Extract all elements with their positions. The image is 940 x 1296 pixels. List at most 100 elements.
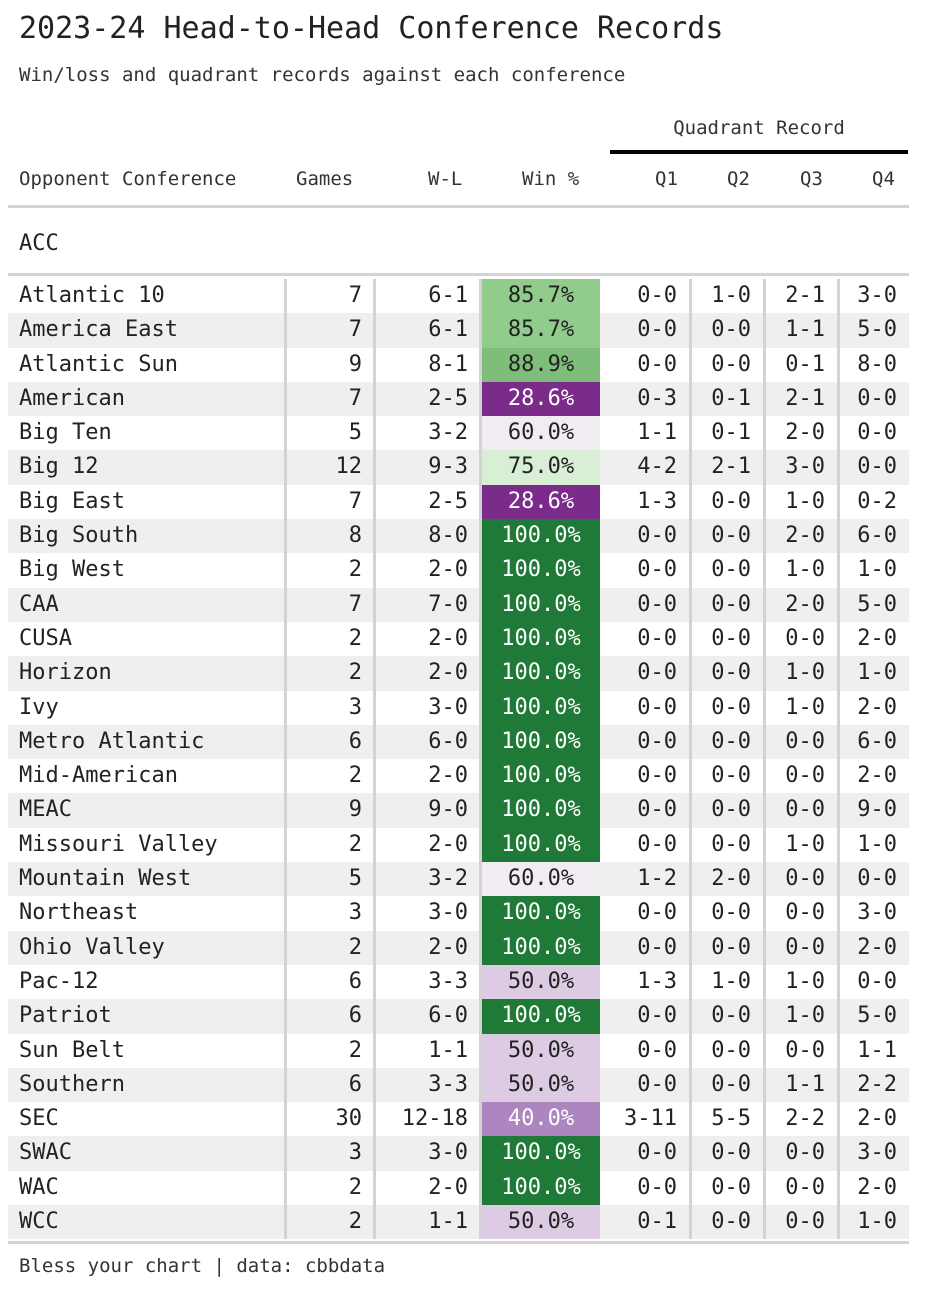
q1-cell: 3-11 [624, 1106, 677, 1132]
win-pct-cell: 100.0% [479, 759, 600, 794]
q2-cell: 0-0 [689, 519, 763, 554]
q1-cell: 0-0 [637, 1003, 677, 1029]
q2-cell: 0-0 [689, 896, 763, 931]
conference-table-body: Atlantic 10 7 6-1 85.7% 0-0 1-0 2-1 3-0 America … [8, 279, 909, 1240]
q1-cell: 0-0 [637, 1140, 677, 1166]
conference-name-cell: Sun Belt [19, 1037, 125, 1063]
wl-cell: 3-0 [373, 896, 479, 931]
wl-cell: 2-0 [373, 827, 479, 863]
wl-cell: 7-0 [373, 587, 479, 622]
q3-cell: 0-0 [763, 621, 837, 657]
q3-cell: 0-0 [763, 1170, 837, 1206]
q2-cell: 0-0 [689, 587, 763, 622]
q2-cell: 1-0 [689, 279, 763, 314]
win-pct-cell: 100.0% [479, 827, 600, 863]
q1-cell: 1-2 [637, 866, 677, 892]
q2-cell: 0-0 [689, 793, 763, 828]
wl-cell: 2-0 [373, 1170, 479, 1206]
q3-cell: 2-0 [763, 416, 837, 451]
conference-name-cell: WCC [19, 1209, 59, 1235]
q4-cell: 3-0 [837, 1136, 909, 1171]
q3-cell: 2-0 [763, 587, 837, 622]
conference-name-cell: Horizon [19, 660, 112, 686]
wl-cell: 3-0 [373, 1136, 479, 1171]
q4-cell: 0-0 [837, 416, 909, 451]
games-cell: 30 [284, 1102, 373, 1137]
wl-cell: 3-3 [373, 964, 479, 1000]
wl-cell: 8-1 [373, 347, 479, 382]
table-bottom-rule [8, 1241, 909, 1244]
games-cell: 3 [284, 896, 373, 931]
q1-cell: 4-2 [637, 454, 677, 480]
q4-cell: 2-0 [837, 1102, 909, 1137]
games-cell: 6 [284, 999, 373, 1034]
wl-cell: 2-0 [373, 621, 479, 657]
column-header-wl: W-L [428, 168, 463, 190]
games-cell: 2 [284, 1033, 373, 1068]
table-row: Big West 2 2-0 100.0% 0-0 0-0 1-0 1-0 [8, 553, 909, 588]
q2-cell: 0-0 [689, 930, 763, 965]
conference-name-cell: Atlantic 10 [19, 283, 165, 308]
q2-cell: 0-0 [689, 313, 763, 348]
conference-name-cell: Missouri Valley [19, 831, 218, 857]
q2-cell: 0-0 [689, 484, 763, 520]
games-cell: 6 [284, 964, 373, 1000]
q4-cell: 3-0 [837, 279, 909, 314]
column-header-q2: Q2 [727, 168, 750, 190]
q2-cell: 0-0 [689, 553, 763, 588]
table-row: CAA 7 7-0 100.0% 0-0 0-0 2-0 5-0 [8, 587, 909, 622]
column-header-games: Games [296, 168, 354, 190]
win-pct-cell: 50.0% [479, 964, 600, 1000]
q2-cell: 0-0 [689, 347, 763, 382]
q3-cell: 0-0 [763, 1033, 837, 1068]
q2-cell: 0-0 [689, 724, 763, 760]
table-row: Sun Belt 2 1-1 50.0% 0-0 0-0 0-0 1-1 [8, 1033, 909, 1068]
q1-cell: 0-0 [637, 283, 677, 308]
conference-name-cell: Southern [19, 1071, 125, 1097]
games-cell: 8 [284, 519, 373, 554]
win-pct-cell: 28.6% [479, 484, 600, 520]
q2-cell: 0-0 [689, 1136, 763, 1171]
q4-cell: 0-0 [837, 381, 909, 417]
games-cell: 7 [284, 484, 373, 520]
games-cell: 5 [284, 862, 373, 897]
q4-cell: 3-0 [837, 896, 909, 931]
table-row: CUSA 2 2-0 100.0% 0-0 0-0 0-0 2-0 [8, 621, 909, 657]
group-label: ACC [19, 231, 59, 256]
q1-cell: 0-0 [637, 625, 677, 651]
wl-cell: 3-2 [373, 862, 479, 897]
q3-cell: 0-0 [763, 1205, 837, 1240]
wl-cell: 2-0 [373, 759, 479, 794]
q4-cell: 2-0 [837, 1170, 909, 1206]
win-pct-cell: 100.0% [479, 519, 600, 554]
conference-name-cell: Big South [19, 523, 139, 549]
win-pct-cell: 60.0% [479, 416, 600, 451]
q3-cell: 0-0 [763, 930, 837, 965]
games-cell: 7 [284, 587, 373, 622]
source-note: Bless your chart | data: cbbdata [19, 1255, 386, 1277]
q4-cell: 2-0 [837, 930, 909, 965]
q3-cell: 1-0 [763, 964, 837, 1000]
column-header-conference: Opponent Conference [19, 168, 237, 190]
games-cell: 6 [284, 1067, 373, 1103]
wl-cell: 2-5 [373, 484, 479, 520]
q1-cell: 0-0 [637, 900, 677, 926]
conference-name-cell: Big East [19, 488, 125, 514]
page-title: 2023-24 Head-to-Head Conference Records [19, 11, 724, 46]
games-cell: 2 [284, 1170, 373, 1206]
q1-cell: 0-0 [637, 591, 677, 617]
q2-cell: 0-0 [689, 999, 763, 1034]
win-pct-cell: 88.9% [479, 347, 600, 382]
conference-name-cell: MEAC [19, 797, 72, 823]
q4-cell: 5-0 [837, 313, 909, 348]
q3-cell: 1-1 [763, 1067, 837, 1103]
q3-cell: 1-0 [763, 827, 837, 863]
q2-cell: 0-0 [689, 1033, 763, 1068]
games-cell: 7 [284, 313, 373, 348]
q1-cell: 0-0 [637, 728, 677, 754]
games-cell: 9 [284, 793, 373, 828]
conference-name-cell: American [19, 385, 125, 411]
table-row: WAC 2 2-0 100.0% 0-0 0-0 0-0 2-0 [8, 1170, 909, 1206]
table-row: WCC 2 1-1 50.0% 0-1 0-0 0-0 1-0 [8, 1205, 909, 1240]
games-cell: 7 [284, 381, 373, 417]
